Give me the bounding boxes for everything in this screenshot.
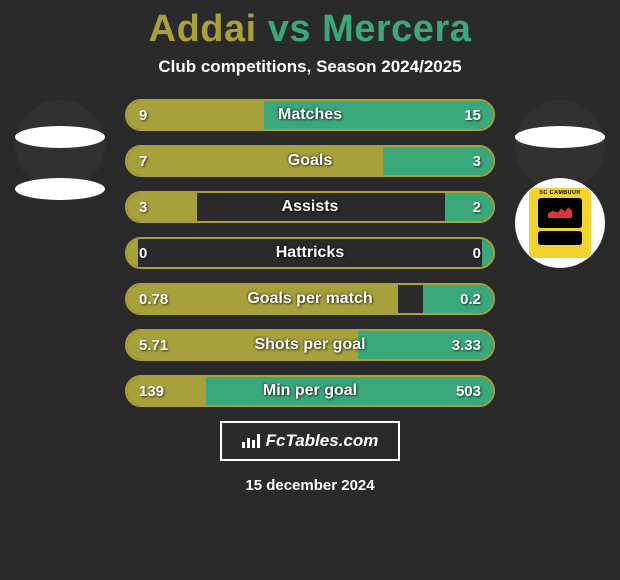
stat-bar-left bbox=[127, 193, 197, 221]
title-vs: vs bbox=[268, 8, 311, 50]
footer-date: 15 december 2024 bbox=[0, 477, 620, 494]
stat-row: 0.780.2Goals per match bbox=[125, 283, 495, 315]
player-left-silhouette-icon bbox=[15, 126, 105, 148]
stat-bar-right bbox=[358, 331, 493, 359]
stat-bar-left bbox=[127, 239, 138, 267]
stat-value-right: 0 bbox=[473, 239, 481, 267]
club-name-text: SC CAMBUUR bbox=[539, 190, 580, 196]
player-left-name: Addai bbox=[149, 8, 257, 50]
stat-row: 32Assists bbox=[125, 191, 495, 223]
club-base-icon bbox=[538, 231, 582, 245]
stat-bar-left bbox=[127, 331, 358, 359]
club-left-placeholder-icon bbox=[15, 178, 105, 200]
stat-bar-right bbox=[383, 147, 493, 175]
stat-bar-right bbox=[423, 285, 493, 313]
comparison-title: Addai vs Mercera bbox=[0, 0, 620, 51]
stat-bar-left bbox=[127, 377, 206, 405]
club-shield-icon: SC CAMBUUR bbox=[529, 188, 591, 258]
bar-chart-icon bbox=[242, 434, 260, 448]
stat-row: 0 0Hattricks bbox=[125, 237, 495, 269]
club-emblem-icon bbox=[538, 198, 582, 228]
stat-row: 5.713.33Shots per goal bbox=[125, 329, 495, 361]
club-right-badge: SC CAMBUUR bbox=[515, 178, 605, 268]
stat-value-left: 0 bbox=[139, 239, 147, 267]
stat-row: 915Matches bbox=[125, 99, 495, 131]
stat-bar-left bbox=[127, 101, 264, 129]
player-right-name: Mercera bbox=[322, 8, 471, 50]
stat-row: 73Goals bbox=[125, 145, 495, 177]
stat-bar-right bbox=[264, 101, 493, 129]
brand-text: FcTables.com bbox=[266, 431, 379, 451]
stat-bar-right bbox=[482, 239, 493, 267]
stat-bar-right bbox=[206, 377, 493, 405]
stat-row: 139503Min per goal bbox=[125, 375, 495, 407]
stat-bar-right bbox=[445, 193, 493, 221]
stats-bar-chart: 915Matches 73Goals 32Assists 0 0Hattricks 0.7… bbox=[125, 99, 495, 407]
stat-label: Hattricks bbox=[127, 239, 493, 267]
player-right-silhouette-icon bbox=[515, 126, 605, 148]
season-subtitle: Club competitions, Season 2024/2025 bbox=[0, 57, 620, 77]
stat-bar-left bbox=[127, 147, 383, 175]
stat-bar-left bbox=[127, 285, 398, 313]
brand-box: FcTables.com bbox=[220, 421, 400, 461]
